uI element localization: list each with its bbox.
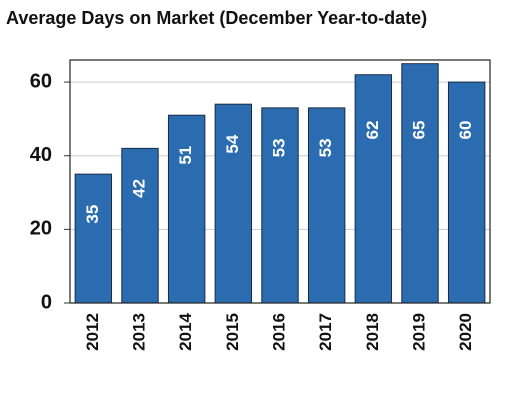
bar	[307, 107, 346, 304]
x-tick-label: 2018	[363, 313, 382, 351]
x-tick-label: 2020	[456, 313, 475, 351]
x-tick-label: 2019	[409, 313, 428, 351]
chart-title: Average Days on Market (December Year-to…	[6, 8, 427, 28]
value-label: 54	[223, 134, 242, 153]
value-label: 62	[363, 121, 382, 140]
bar	[121, 147, 159, 304]
value-label: 42	[129, 179, 148, 198]
value-label: 51	[176, 146, 195, 165]
value-label: 53	[316, 138, 335, 157]
bar	[401, 63, 439, 304]
y-tick-label: 0	[41, 291, 52, 313]
y-tick-label: 20	[30, 218, 52, 240]
bar	[167, 114, 206, 304]
bar	[74, 173, 113, 304]
bar	[214, 103, 253, 304]
plot-frame	[69, 59, 491, 304]
x-tick-label: 2016	[269, 313, 288, 351]
x-tick-label: 2013	[129, 313, 148, 351]
bar	[447, 81, 486, 304]
value-label: 53	[269, 138, 288, 157]
bar	[261, 107, 299, 304]
bar	[354, 74, 393, 304]
x-tick-label: 2015	[223, 313, 242, 351]
x-tick-label: 2017	[316, 313, 335, 351]
y-tick-label: 60	[30, 70, 52, 92]
x-tick-label: 2014	[176, 312, 195, 350]
value-label: 35	[83, 205, 102, 224]
x-tick-label: 2012	[83, 313, 102, 351]
y-tick-label: 40	[30, 144, 52, 166]
value-label: 65	[409, 121, 428, 140]
value-label: 60	[456, 121, 475, 140]
